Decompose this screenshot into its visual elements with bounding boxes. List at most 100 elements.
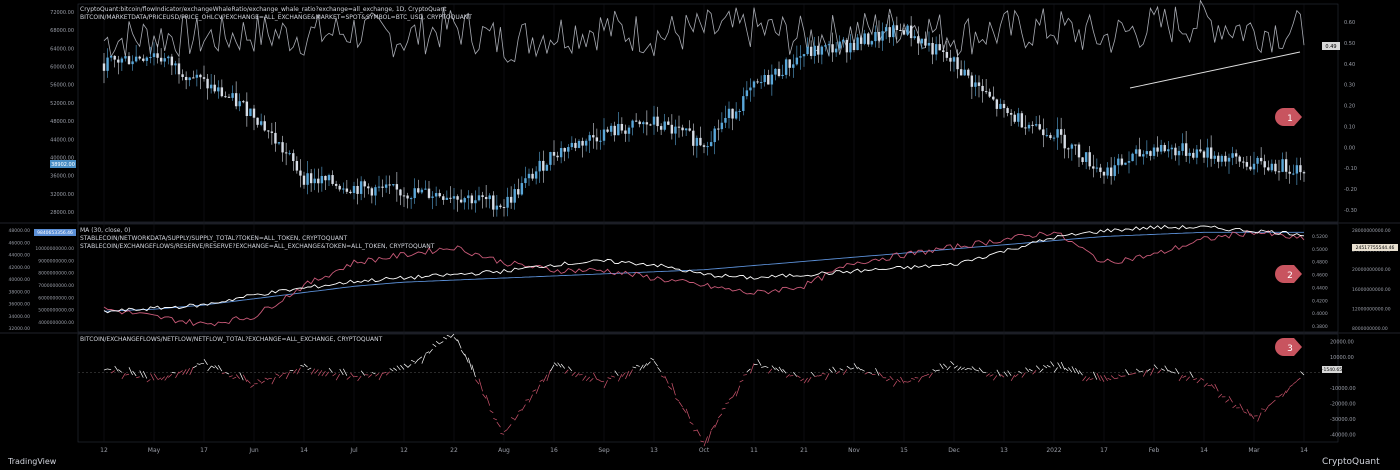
candle [159,57,163,62]
candle [1027,124,1031,129]
stablecoin-pane[interactable]: 48000.00 46000.00 44000.00 42000.00 40000.00… [9,224,1398,333]
right-tick-label: 20000.00 [1330,340,1354,346]
netflow-segment [196,363,201,365]
candle [184,76,188,81]
candle [156,53,159,58]
netflow-segment [1114,377,1119,380]
tradingview-logo[interactable]: TradingView [8,457,57,466]
netflow-segment [382,371,387,374]
netflow-pane[interactable]: 20000.00 10000.00 -10000.00 -20000.00 -30000… [78,333,1356,447]
price-pane[interactable]: 72000.00 68000.00 64000.00 60000.00 56000.00… [50,0,1357,217]
candle [409,198,413,200]
netflow-segment [596,378,601,381]
netflow-segment [296,367,301,375]
netflow-segment [1246,408,1251,417]
netflow-segment [321,370,326,377]
candle [1120,158,1124,165]
netflow-segment [525,399,530,401]
netflow-segment [125,373,130,376]
netflow-segment [975,369,980,372]
candle [206,78,209,89]
netflow-segment [1071,366,1076,374]
netflow-segment [232,376,237,380]
netflow-segment [1139,370,1144,373]
netflow-segment [939,363,944,370]
netflow-segment [878,372,883,377]
netflow-segment [842,369,848,375]
candle [967,69,970,76]
candle [427,188,431,198]
x-tick-label: Oct [699,447,710,454]
candle [688,128,691,131]
left-tick-label: 44000.00 [50,137,74,143]
candle [781,74,784,77]
candle [395,184,399,190]
netflow-segment [632,366,637,369]
candle [434,193,438,197]
right-tick-label: 0.30 [1344,83,1355,89]
candle [674,126,677,134]
candle [1263,161,1266,168]
candle [1220,155,1224,162]
netflow-segment [1032,370,1037,375]
x-tick-label: Jun [248,447,259,454]
right-tick-label: 0.4000 [1312,311,1328,317]
x-tick-label: 14 [1300,447,1308,454]
candle [695,137,699,146]
netflow-segment [1268,402,1273,407]
candle [734,111,738,119]
right-tick-label: 0.60 [1344,20,1355,26]
netflow-segment [592,372,598,380]
netflow-segment [118,369,123,373]
candle [345,188,349,192]
netflow-segment [400,364,405,370]
netflow-segment [428,348,433,354]
left-tick-label: 38000.00 [9,289,31,295]
candle [949,57,952,62]
marker-1-bg [1275,108,1302,126]
x-tick-label: 16 [550,447,558,454]
netflow-segment [921,375,926,378]
right-tick-label-2: 20000000000.00 [1352,267,1391,273]
netflow-segment [346,376,351,380]
candle [788,59,791,68]
ratio-tag: 0.49 [1325,44,1336,50]
netflow-segment [1193,378,1197,381]
right-tick-label: 10000.00 [1330,355,1354,361]
candle [209,84,213,89]
candle [763,75,766,83]
cryptoquant-logo[interactable]: CryptoQuant [1322,457,1380,467]
candle [1142,154,1145,157]
candle [363,181,366,187]
candle [1292,173,1295,175]
candle [1109,167,1113,177]
netflow-segment [721,407,726,410]
candle [595,137,599,142]
candle [338,185,341,190]
right-tick-label-2: 28000000000.00 [1352,228,1391,234]
candle [1206,147,1209,158]
candle [1174,147,1177,156]
left-tick-label-2: 7000000000.00 [38,283,74,289]
candle [1281,159,1284,172]
netflow-segment [407,364,412,368]
netflow-segment [128,367,133,376]
x-tick-label: 21 [800,447,808,454]
candle [899,30,902,32]
netflow-segment [1003,371,1008,377]
netflow-segment [868,371,872,374]
netflow-segment [1207,384,1212,387]
netflow-segment [132,370,137,377]
netflow-segment [853,363,858,370]
candle [1095,167,1099,169]
candle [302,175,306,185]
candle [1006,108,1009,114]
candle [163,58,166,62]
netflow-segment [164,375,169,381]
candle [306,173,309,185]
netflow-segment [510,417,515,420]
candle [845,39,849,53]
netflow-segment [1060,361,1066,370]
netflow-segment [453,337,458,342]
netflow-segment [968,368,972,370]
